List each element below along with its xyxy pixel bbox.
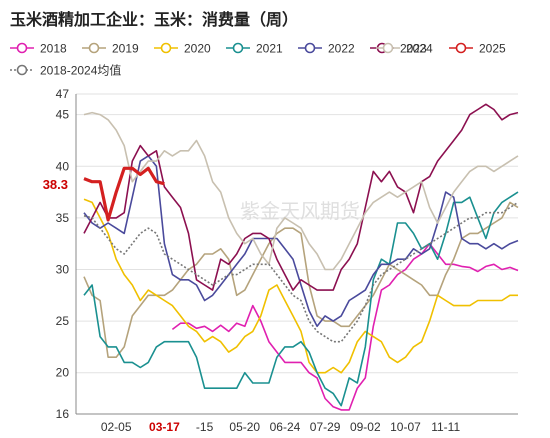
legend-label: 2018-2024均值 — [40, 63, 121, 78]
legend-marker — [16, 42, 28, 54]
y-tick-label: 30 — [56, 262, 70, 276]
legend-label: 2018 — [40, 42, 67, 56]
y-tick-label: 35 — [56, 211, 70, 225]
y-tick-label: 40 — [56, 159, 70, 173]
legend-item-2018-2024均值: 2018-2024均值 — [10, 63, 121, 78]
series-line-2022 — [83, 155, 519, 328]
legend-item-2018: 2018 — [10, 42, 67, 56]
y-tick-label: 45 — [56, 108, 70, 122]
legend-item-2020: 2020 — [154, 42, 211, 56]
legend-label: 2023 — [400, 42, 427, 56]
x-tick-label: 07-29 — [310, 420, 341, 434]
legend-item-2022: 2022 — [298, 42, 355, 56]
legend-marker — [88, 42, 100, 54]
legend-marker — [160, 42, 172, 54]
legend-marker — [304, 42, 316, 54]
highlight-value-label: 38.3 — [43, 177, 68, 192]
y-tick-label: 47 — [56, 87, 70, 101]
x-tick-label: 05-20 — [229, 420, 260, 434]
y-tick-label: 25 — [56, 314, 70, 328]
legend-marker — [455, 42, 467, 54]
series-line-2018-2024均值 — [83, 201, 519, 343]
legend-marker — [16, 64, 28, 76]
value-label-bg — [35, 174, 69, 193]
legend-item-2021: 2021 — [226, 42, 283, 56]
chart-title: 玉米酒精加工企业：玉米：消费量（周） — [10, 10, 299, 29]
legend-item-2019: 2019 — [82, 42, 139, 56]
legend-item-2024: 2024 — [376, 42, 433, 56]
series-line-2020 — [83, 198, 518, 374]
x-tick-label: -15 — [196, 420, 214, 434]
legend-label: 2021 — [256, 42, 283, 56]
legend-item-2025: 2025 — [449, 42, 506, 56]
x-tick-label: 11-11 — [431, 420, 460, 434]
legend-label: 2019 — [112, 42, 139, 56]
legend-label: 2022 — [328, 42, 355, 56]
series-line-2023 — [83, 103, 519, 291]
legend-marker — [232, 42, 244, 54]
watermark: 紫金天风期货 — [240, 199, 360, 223]
x-tick-label: 10-07 — [390, 420, 421, 434]
y-tick-label: 16 — [56, 407, 70, 421]
legend-label: 2020 — [184, 42, 211, 56]
series-line-2018 — [171, 242, 519, 411]
series-line-2024 — [83, 111, 519, 271]
y-tick-label: 20 — [56, 366, 70, 380]
series-line-2021 — [83, 191, 519, 407]
series-line-2025 — [83, 166, 165, 222]
x-tick-label: 02-05 — [101, 420, 132, 434]
legend-marker — [382, 42, 394, 54]
legend-label: 2024 — [406, 42, 433, 56]
x-tick-label: 06-24 — [270, 420, 301, 434]
legend-label: 2025 — [479, 42, 506, 56]
x-tick-label: 03-17 — [149, 420, 180, 434]
x-tick-label: 09-02 — [350, 420, 381, 434]
